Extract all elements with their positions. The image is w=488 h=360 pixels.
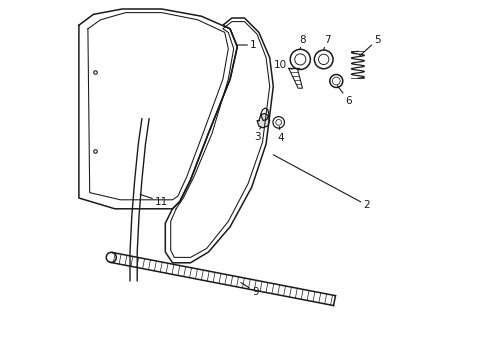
Text: 9: 9: [241, 283, 258, 297]
Text: 3: 3: [253, 127, 260, 142]
Text: 4: 4: [277, 127, 283, 143]
Text: 1: 1: [237, 40, 256, 50]
Text: 2: 2: [273, 155, 369, 210]
Text: 8: 8: [298, 35, 305, 49]
Text: 11: 11: [140, 194, 168, 207]
Polygon shape: [257, 113, 269, 128]
Text: 5: 5: [359, 35, 380, 56]
Text: 10: 10: [273, 60, 291, 70]
Text: 7: 7: [323, 35, 330, 50]
Text: 6: 6: [337, 86, 351, 106]
